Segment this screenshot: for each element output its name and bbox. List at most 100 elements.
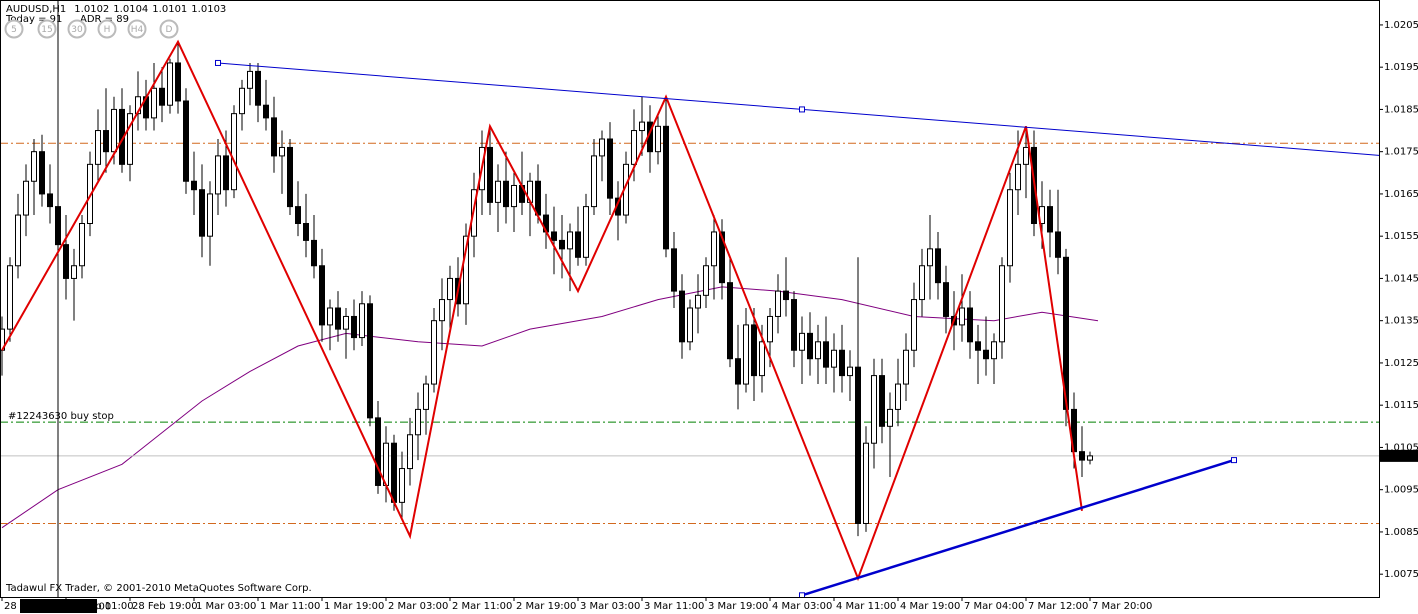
candle-body [263,104,269,119]
x-tick-label: 3 Mar 03:00 [580,601,640,612]
timeframe-buttons: 5 15 30 H H4 D [4,19,179,39]
timeframe-button[interactable]: H4 [127,19,147,39]
button-label: 15 [41,25,52,35]
candle-body [175,62,181,102]
copyright: Tadawul FX Trader, © 2001-2010 MetaQuote… [5,583,312,594]
button-ring [97,19,117,39]
y-tick-label: 1.0155 [1384,231,1418,242]
candle-body [815,341,821,360]
timeframe-button[interactable]: 30 [67,19,87,39]
candle-body [503,180,509,208]
close: 1.0103 [191,4,226,15]
candle-body [895,383,901,410]
candle-body [95,130,101,165]
candle-body [807,332,813,360]
candle-body [943,282,949,317]
candle-body [511,184,517,208]
candle-body [799,332,805,351]
button-ring [127,19,147,39]
low: 1.0101 [152,4,187,15]
price-tag [1380,449,1418,462]
candle-body [311,239,317,267]
button-ring [37,19,57,39]
candle-body [343,315,349,330]
candle-body [663,125,669,250]
candle-body [415,408,421,436]
y-tick-label: 1.0105 [1384,442,1418,453]
candle-body [151,87,157,119]
candle-body [239,87,245,115]
y-tick-label: 1.0165 [1384,189,1418,200]
candle-body [495,180,501,203]
timeframe-button[interactable]: H [97,19,117,39]
crosshair-label: 2011.02.28 10:00 [22,602,111,613]
candle-body [1007,189,1013,267]
candle-body [127,113,133,165]
candle-body [695,294,701,309]
x-tick-label: 4 Mar 03:00 [772,601,832,612]
y-tick-label: 1.0195 [1384,62,1418,73]
candle-body [1015,163,1021,191]
candle-body [639,121,645,132]
candle-body [327,307,333,326]
y-tick-label: 1.0095 [1384,485,1418,496]
candle-body [863,442,869,524]
y-tick-label: 1.0145 [1384,273,1418,284]
candle-body [223,155,229,191]
candle-body [103,130,109,153]
candle-body [535,180,541,216]
trendline-handle [799,592,805,597]
y-tick-label: 1.0175 [1384,147,1418,158]
button-ring [4,19,24,39]
x-tick-label: 2 Mar 11:00 [452,601,512,612]
x-tick-label: 2 Mar 03:00 [388,601,448,612]
candle-body [671,248,677,292]
candle-body [439,299,445,322]
candle-body [607,138,613,199]
candle-body [823,341,829,368]
candle-body [31,151,37,182]
candle-body [303,223,309,241]
candle-body [903,349,909,385]
candle-body [247,70,253,89]
candle-body [655,125,661,153]
candle-body [727,282,733,360]
candle-body [991,341,997,360]
trendline-handle [799,106,805,113]
candle-body [567,231,573,250]
timeframe-button[interactable]: 15 [37,19,57,39]
y-tick-label: 1.0075 [1384,569,1418,580]
candle-body [271,117,277,157]
candle-body [1063,256,1069,410]
candle-body [703,265,709,296]
header: AUDUSD,H1 1.0102 1.0104 1.0101 1.0103 Today … [5,4,226,25]
x-tick-label: 1 Mar 03:00 [196,601,256,612]
candle-body [55,206,61,246]
candle-body [407,434,413,470]
candle-body [399,468,405,503]
trendline-handle [215,59,221,66]
trendline [217,62,803,110]
candle-body [751,324,757,377]
candle-body [887,408,893,427]
symbol: AUDUSD,H1 [6,4,66,15]
candle-body [911,299,917,351]
candle-body [359,303,365,339]
open: 1.0102 [74,4,109,15]
candle-body [719,231,725,284]
candle-body [255,70,261,106]
timeframe-button[interactable]: 5 [4,19,24,39]
x-tick-label: 3 Mar 19:00 [708,601,768,612]
candle-body [167,62,173,106]
candle-body [551,231,557,241]
candle-body [319,265,325,326]
candle-body [23,180,29,216]
timeframe-button[interactable]: D [159,19,179,39]
candle-body [983,349,989,360]
plot-area: #12243630 buy stop [0,0,1379,597]
candle-body [767,315,773,343]
x-tick-label: 3 Mar 11:00 [644,601,704,612]
candle-body [599,138,605,157]
